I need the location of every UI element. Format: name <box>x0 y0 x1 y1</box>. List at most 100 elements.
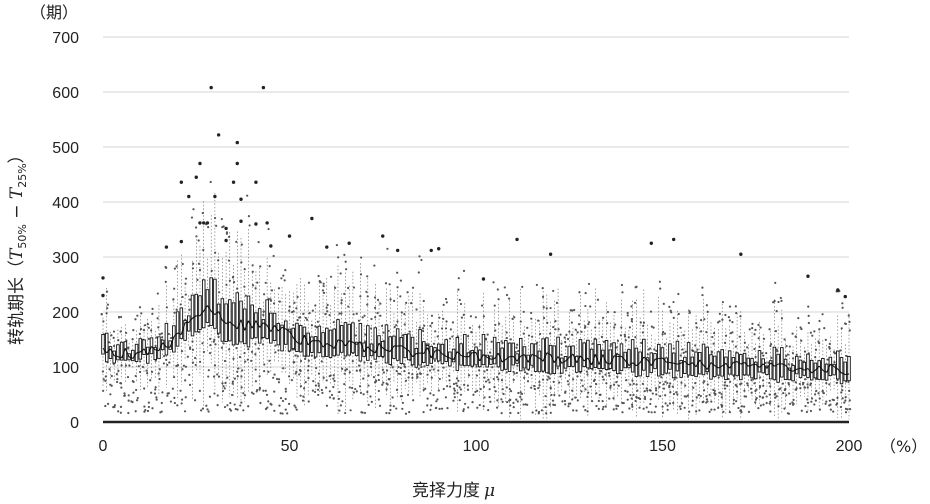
box <box>104 332 109 363</box>
scatter-point <box>779 296 782 300</box>
scatter-point <box>560 353 563 356</box>
median-line <box>774 363 779 367</box>
scatter-point <box>537 412 540 415</box>
scatter-point <box>785 344 788 348</box>
scatter-point <box>299 316 302 319</box>
scatter-point <box>242 409 245 412</box>
scatter-point <box>848 320 851 323</box>
scatter-point <box>362 393 365 396</box>
scatter-point <box>825 400 828 403</box>
scatter-point <box>415 308 418 311</box>
scatter-point <box>183 410 187 413</box>
scatter-point <box>523 368 526 372</box>
scatter-point <box>201 211 204 215</box>
scatter-point <box>487 408 490 412</box>
scatter-point <box>661 333 664 336</box>
scatter-point <box>607 371 610 375</box>
scatter-point <box>601 408 604 411</box>
scatter-point <box>313 390 317 394</box>
scatter-point <box>775 395 778 398</box>
scatter-point <box>550 393 553 397</box>
scatter-point <box>458 386 461 389</box>
scatter-point <box>324 313 327 316</box>
scatter-point <box>198 330 201 333</box>
scatter-point <box>225 283 228 286</box>
median-line <box>233 324 238 330</box>
scatter-point <box>558 381 561 384</box>
median-line <box>725 363 731 369</box>
median-line <box>669 362 674 364</box>
scatter-point <box>379 302 382 305</box>
scatter-point <box>844 396 847 399</box>
median-line <box>374 342 380 354</box>
scatter-point <box>845 354 848 358</box>
scatter-point <box>220 217 223 221</box>
scatter-point <box>184 396 187 399</box>
median-line <box>677 362 682 365</box>
scatter-point <box>222 342 225 345</box>
scatter-point <box>654 387 658 390</box>
scatter-point <box>683 406 686 409</box>
scatter-point <box>641 331 644 334</box>
scatter-point <box>386 383 389 386</box>
scatter-point <box>488 388 491 391</box>
scatter-point <box>754 328 757 331</box>
box <box>347 323 351 356</box>
box <box>537 350 542 373</box>
scatter-point <box>180 402 183 405</box>
scatter-point <box>769 385 772 388</box>
scatter-point <box>294 354 297 357</box>
scatter-point <box>108 368 111 371</box>
scatter-point <box>680 381 683 384</box>
scatter-point <box>395 407 398 410</box>
scatter-point <box>119 330 122 333</box>
median-line <box>609 355 615 365</box>
box <box>108 346 113 359</box>
median-line <box>748 364 753 367</box>
scatter-point <box>154 344 157 347</box>
scatter-point <box>301 399 305 402</box>
scatter-point <box>652 326 655 329</box>
scatter-point <box>351 360 354 363</box>
scatter-point <box>571 378 575 381</box>
scatter-point <box>115 380 119 384</box>
median-line <box>706 362 712 370</box>
scatter-point <box>516 364 519 367</box>
median-line <box>762 363 768 369</box>
box <box>187 315 191 332</box>
scatter-point <box>576 399 579 402</box>
outlier-point <box>202 221 206 225</box>
scatter-point <box>302 312 305 315</box>
median-line <box>684 360 689 366</box>
scatter-point <box>646 389 649 392</box>
scatter-point <box>604 405 607 408</box>
median-line <box>579 355 585 362</box>
y-tick-label-100: 100 <box>52 360 79 377</box>
scatter-point <box>263 370 266 373</box>
scatter-point <box>631 405 634 408</box>
scatter-point <box>208 395 212 398</box>
scatter-point <box>723 341 727 344</box>
scatter-point <box>221 382 224 385</box>
box <box>735 352 739 377</box>
median-line <box>512 355 518 362</box>
median-line <box>527 354 533 363</box>
scatter-point <box>341 400 344 403</box>
scatter-point <box>809 383 812 387</box>
scatter-point <box>307 359 310 362</box>
scatter-point <box>616 404 620 408</box>
scatter-point <box>299 385 303 388</box>
box <box>146 346 150 364</box>
median-line <box>300 334 305 345</box>
median-line <box>691 362 697 368</box>
scatter-point <box>233 403 236 406</box>
scatter-point <box>240 243 243 246</box>
median-line <box>576 355 581 363</box>
outlier-point <box>239 197 243 201</box>
scatter-point <box>240 375 243 378</box>
x-unit-label: （%） <box>880 437 927 456</box>
scatter-point <box>430 404 433 407</box>
median-line <box>822 369 827 373</box>
scatter-point <box>570 321 574 324</box>
scatter-point <box>357 364 361 367</box>
